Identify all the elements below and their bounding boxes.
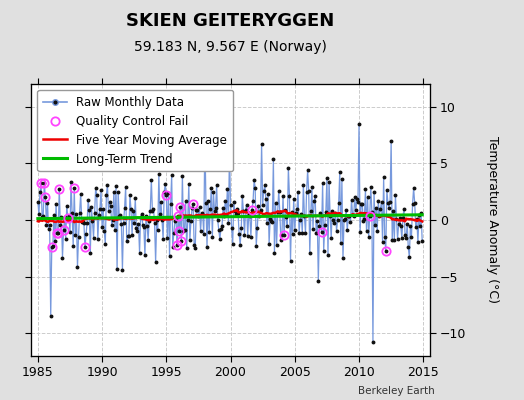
Text: Berkeley Earth: Berkeley Earth bbox=[358, 386, 435, 396]
Text: SKIEN GEITERYGGEN: SKIEN GEITERYGGEN bbox=[126, 12, 335, 30]
Text: 59.183 N, 9.567 E (Norway): 59.183 N, 9.567 E (Norway) bbox=[134, 40, 327, 54]
Y-axis label: Temperature Anomaly (°C): Temperature Anomaly (°C) bbox=[486, 136, 499, 304]
Legend: Raw Monthly Data, Quality Control Fail, Five Year Moving Average, Long-Term Tren: Raw Monthly Data, Quality Control Fail, … bbox=[37, 90, 233, 172]
